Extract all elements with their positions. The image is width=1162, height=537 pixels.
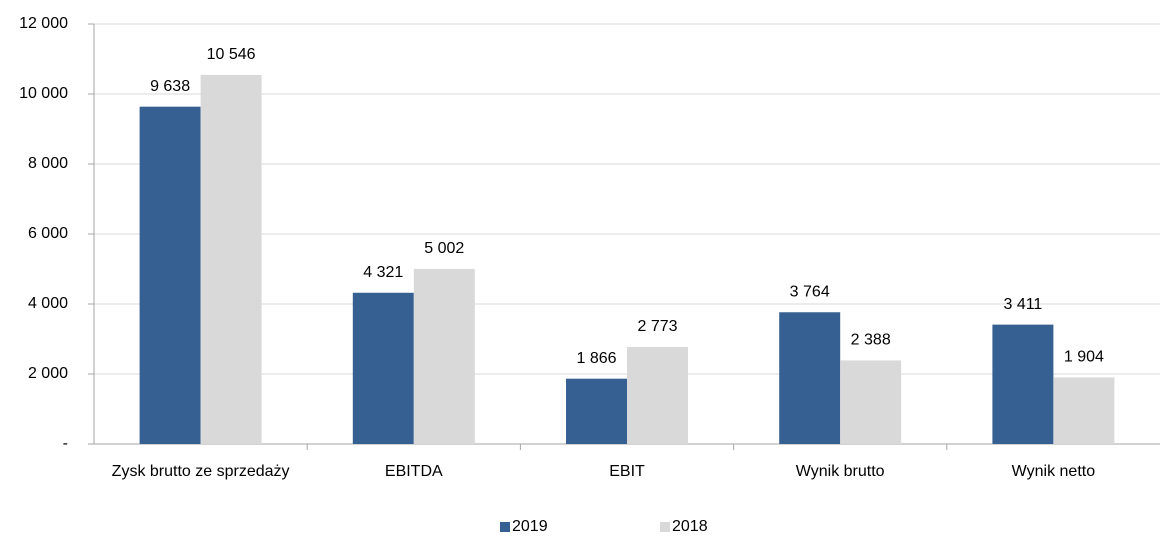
data-label: 3 411 — [1003, 296, 1042, 313]
data-label: 10 546 — [207, 46, 256, 63]
data-label: 5 002 — [424, 240, 464, 257]
x-tick-label: EBIT — [609, 463, 645, 480]
data-label: 2 388 — [851, 332, 891, 349]
legend-label: 2018 — [672, 518, 708, 535]
bar — [139, 106, 201, 445]
y-tick-label: 12 000 — [19, 15, 68, 32]
legend-swatch — [660, 522, 670, 532]
y-tick-label: 4 000 — [28, 295, 68, 312]
bar — [840, 360, 902, 444]
y-tick-label: 8 000 — [28, 155, 68, 172]
bar — [200, 74, 262, 444]
x-tick-label: Wynik netto — [1012, 463, 1096, 480]
x-tick-label: Zysk brutto ze sprzedaży — [112, 463, 290, 480]
y-tick-label: - — [63, 435, 68, 452]
bar — [352, 292, 414, 444]
bar — [566, 378, 627, 444]
x-tick-label: EBITDA — [385, 463, 443, 480]
data-label: 4 321 — [363, 264, 403, 281]
data-label: 2 773 — [637, 318, 677, 335]
legend-label: 2019 — [512, 518, 548, 535]
data-label: 9 638 — [150, 78, 190, 95]
bar — [627, 346, 688, 444]
data-label: 1 904 — [1064, 349, 1104, 366]
y-tick-label: 10 000 — [19, 85, 68, 102]
data-label: 3 764 — [790, 283, 830, 300]
bar — [779, 312, 841, 444]
y-tick-label: 6 000 — [28, 225, 68, 242]
bar — [1053, 377, 1115, 444]
y-tick-label: 2 000 — [28, 365, 68, 382]
x-tick-label: Wynik brutto — [796, 463, 885, 480]
bar — [992, 324, 1054, 444]
legend-swatch — [500, 522, 510, 532]
data-label: 1 866 — [576, 350, 616, 367]
bar — [413, 268, 475, 444]
